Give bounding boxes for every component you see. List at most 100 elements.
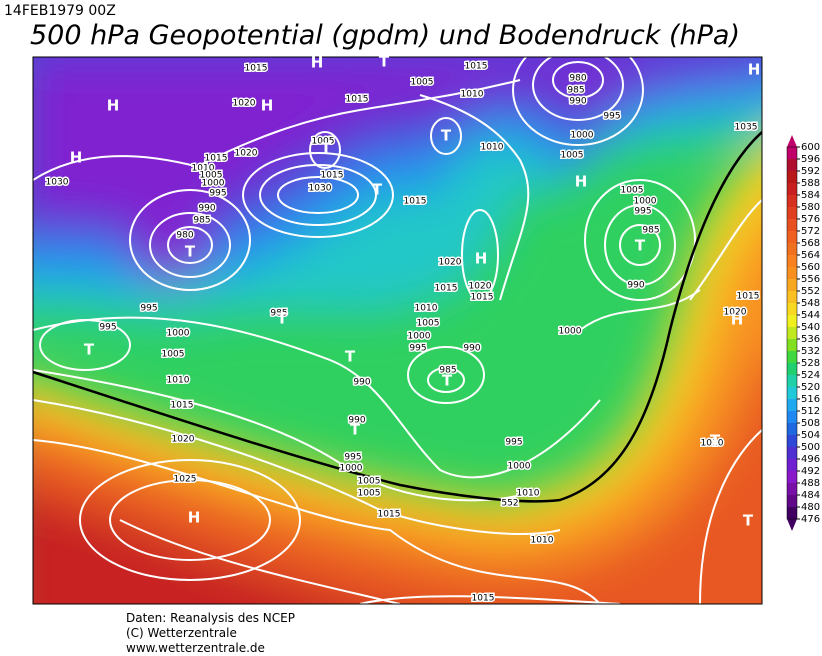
isobar-label: 995 (209, 189, 226, 199)
isobar-label: 1015 (737, 292, 760, 302)
colorbar-swatch (787, 447, 797, 460)
isobar-label: 1010 (531, 536, 554, 546)
isobar-label: 995 (634, 207, 651, 217)
pressure-center: T (743, 512, 754, 530)
isobar-label: 1010 (481, 143, 504, 153)
isobar-label: 1005 (200, 171, 223, 181)
colorbar-tick-label: 516 (801, 394, 820, 405)
pressure-center: H (475, 250, 488, 268)
colorbar-swatch (787, 351, 797, 364)
isobar-label: 1000 (202, 179, 225, 189)
colorbar-swatch (787, 339, 797, 352)
footer-line: (C) Wetterzentrale (126, 626, 237, 640)
isobar-label: 995 (344, 453, 361, 463)
isobar-label: 1000 (340, 464, 363, 474)
isobar-label: 995 (409, 344, 426, 354)
colorbar-tick-label: 508 (801, 418, 820, 429)
colorbar-swatch (787, 387, 797, 400)
isobar-label: 1000 (571, 131, 594, 141)
isobar-label: 1005 (417, 319, 440, 329)
colorbar-swatch (787, 315, 797, 328)
colorbar-tick-label: 544 (801, 310, 820, 321)
colorbar-swatch (787, 435, 797, 448)
colorbar-tick-label: 528 (801, 358, 820, 369)
isobar-label: 985 (193, 216, 210, 226)
colorbar-cap (787, 519, 797, 531)
isobar-label: 1015 (245, 64, 268, 74)
colorbar-tick-label: 480 (801, 502, 820, 513)
isobar-label: 1020 (469, 282, 492, 292)
pressure-center: T (345, 348, 356, 366)
colorbar-tick-label: 504 (801, 430, 820, 441)
footer-line: www.wetterzentrale.de (126, 641, 265, 655)
pressure-center: T (277, 310, 288, 328)
pressure-center: H (748, 61, 761, 79)
date-label: 14FEB1979 00Z (4, 3, 116, 19)
isobar-label: 1010 (461, 90, 484, 100)
isobar-label: 995 (505, 438, 522, 448)
pressure-center: T (185, 243, 196, 261)
pressure-center: H (107, 97, 120, 115)
pressure-center: H (575, 173, 588, 191)
pressure-center: H (70, 149, 83, 167)
colorbar-tick-label: 548 (801, 298, 820, 309)
pressure-center: T (84, 341, 95, 359)
pressure-center: T (441, 127, 452, 145)
isobar-label: 1015 (435, 284, 458, 294)
isobar-label: 990 (569, 97, 586, 107)
colorbar-swatch (787, 231, 797, 244)
isobar-label: 1010 (517, 489, 540, 499)
colorbar-tick-label: 512 (801, 406, 820, 417)
colorbar-tick-label: 552 (801, 286, 820, 297)
colorbar-tick-label: 556 (801, 274, 820, 285)
colorbar-tick-label: 588 (801, 178, 820, 189)
colorbar-frame (786, 146, 798, 520)
colorbar-tick-label: 492 (801, 466, 820, 477)
pressure-center: T (372, 181, 383, 199)
colorbar-swatch (787, 327, 797, 340)
isobar-label: 985 (642, 226, 659, 236)
colorbar-tick-label: 540 (801, 322, 820, 333)
colorbar-tick-label: 560 (801, 262, 820, 273)
colorbar-swatch (787, 207, 797, 220)
isobar-label: 1005 (621, 186, 644, 196)
colorbar-swatch (787, 279, 797, 292)
isobar-label: 1015 (465, 62, 488, 72)
colorbar-swatch (787, 183, 797, 196)
colorbar-tick-label: 484 (801, 490, 820, 501)
colorbar-swatch (787, 375, 797, 388)
colorbar-tick-label: 596 (801, 154, 820, 165)
colorbar-tick-label: 488 (801, 478, 820, 489)
colorbar-swatch (787, 471, 797, 484)
colorbar-swatch (787, 291, 797, 304)
colorbar-swatch (787, 195, 797, 208)
isobar-label: 995 (603, 112, 620, 122)
isobar-label: 1020 (233, 99, 256, 109)
isobar-label: 985 (439, 366, 456, 376)
isobar-label: 1000 (634, 197, 657, 207)
isobar-label: 985 (270, 309, 287, 319)
colorbar-tick-label: 532 (801, 346, 820, 357)
pressure-center: H (731, 311, 744, 329)
pressure-center: T (350, 421, 361, 439)
pressure-center: T (635, 237, 646, 255)
pressure-center: T (321, 140, 332, 158)
isobar-label: 1015 (171, 401, 194, 411)
colorbar-tick-label: 576 (801, 214, 820, 225)
map-title: 500 hPa Geopotential (gpdm) und Bodendru… (30, 20, 740, 51)
colorbar-tick-label: 592 (801, 166, 820, 177)
colorbar-tick-label: 476 (801, 514, 820, 525)
colorbar-swatch (787, 507, 797, 520)
isobar-label: 1020 (439, 258, 462, 268)
isobar-label: 990 (348, 416, 365, 426)
colorbar-tick-label: 580 (801, 202, 820, 213)
isobar-label: 1010 (192, 164, 215, 174)
colorbar-tick-label: 524 (801, 370, 820, 381)
isobar-label: 1015 (205, 154, 228, 164)
isobar-label: 1030 (46, 178, 69, 188)
pressure-center: H (311, 54, 324, 72)
colorbar-tick-label: 568 (801, 238, 820, 249)
colorbar-tick-label: 536 (801, 334, 820, 345)
